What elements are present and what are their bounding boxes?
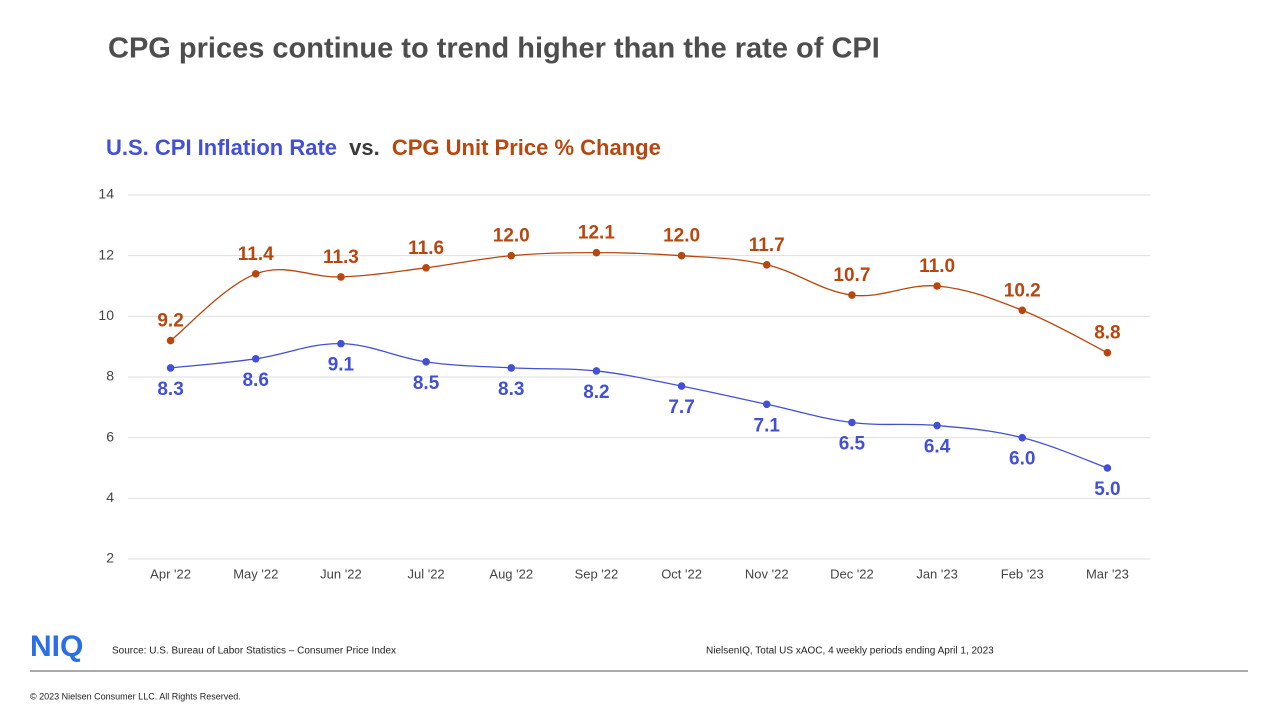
data-label: 8.5	[413, 373, 440, 394]
data-point	[337, 273, 345, 281]
y-tick-label: 14	[98, 186, 114, 202]
legend-entry: U.S. CPI Inflation Rate	[106, 135, 337, 160]
data-point	[337, 339, 345, 348]
data-point	[933, 282, 941, 290]
x-tick-label: Dec '22	[830, 566, 874, 581]
x-tick-label: Sep '22	[575, 566, 619, 581]
plot: 2 4 6 8 10 12 14 Apr '22 May '22 Jun '22 Jul '22 Au…	[98, 186, 1150, 581]
slide-title: CPG prices continue to trend higher than…	[108, 33, 880, 65]
data-point	[166, 336, 175, 345]
x-tick-label: Oct '22	[661, 566, 702, 581]
data-label: 10.2	[1004, 280, 1041, 301]
data-point	[762, 400, 771, 409]
data-label: 11.0	[919, 256, 955, 277]
data-label: 11.7	[749, 235, 785, 256]
y-tick-label: 6	[106, 428, 114, 444]
data-point	[507, 251, 516, 260]
data-label: 10.7	[833, 265, 870, 286]
data-label: 9.2	[157, 311, 183, 332]
data-point	[251, 270, 260, 278]
data-point	[848, 418, 856, 427]
series-line	[170, 251, 1108, 354]
data-label: 12.0	[493, 226, 530, 247]
data-point	[422, 358, 430, 366]
data-label: 7.7	[668, 397, 694, 418]
logo: NIQ	[30, 630, 83, 663]
x-tick-label: May '22	[233, 566, 278, 581]
data-point	[1018, 306, 1027, 315]
data-point	[1103, 464, 1112, 472]
y-tick-label: 4	[106, 489, 114, 505]
x-tick-label: Jul '22	[407, 566, 444, 581]
data-label: 6.5	[839, 434, 866, 455]
series-line	[170, 342, 1108, 469]
data-label: 12.0	[663, 226, 700, 247]
data-label: 8.3	[157, 379, 183, 400]
data-label: 11.4	[238, 244, 274, 265]
data-label: 8.3	[498, 379, 524, 400]
data-point	[933, 421, 941, 430]
data-label: 8.2	[583, 382, 609, 403]
data-label: 8.8	[1094, 323, 1120, 344]
data-point	[592, 367, 601, 375]
y-tick-label: 12	[98, 246, 114, 262]
data-point	[251, 355, 260, 363]
y-tick-label: 8	[106, 368, 114, 384]
legend-entry: CPG Unit Price % Change	[392, 135, 661, 160]
data-point	[848, 291, 856, 299]
x-tick-label: Aug '22	[489, 566, 533, 581]
chart-subtitle: U.S. CPI Inflation Rate vs. CPG Unit Pri…	[106, 135, 661, 160]
data-point	[1018, 433, 1027, 442]
data-point	[677, 251, 686, 260]
data-label: 11.6	[408, 238, 444, 259]
data-point	[1103, 348, 1112, 357]
data-label: 8.6	[243, 370, 269, 391]
data-label: 11.3	[323, 247, 359, 268]
data-label: 12.1	[578, 223, 615, 244]
data-point	[507, 364, 516, 372]
x-tick-label: Jun '22	[320, 566, 362, 581]
data-note: NielsenIQ, Total US xAOC, 4 weekly perio…	[706, 646, 994, 657]
x-tick-label: Jan '23	[916, 566, 958, 581]
data-label: 5.0	[1094, 479, 1120, 500]
data-point	[592, 248, 601, 257]
data-label: 9.1	[328, 355, 355, 376]
data-point	[422, 264, 430, 272]
data-label: 6.0	[1009, 449, 1035, 470]
x-tick-label: Apr '22	[150, 566, 191, 581]
x-tick-label: Mar '23	[1086, 566, 1129, 581]
copyright: © 2023 Nielsen Consumer LLC. All Rights …	[30, 691, 241, 701]
data-point	[762, 260, 771, 269]
data-label: 7.1	[754, 415, 781, 436]
y-tick-label: 2	[106, 550, 114, 566]
data-label: 6.4	[924, 437, 951, 458]
source-note: Source: U.S. Bureau of Labor Statistics …	[112, 646, 396, 657]
x-tick-label: Nov '22	[745, 566, 789, 581]
y-tick-label: 10	[98, 307, 114, 323]
data-point	[166, 364, 175, 372]
x-tick-label: Feb '23	[1001, 566, 1044, 581]
data-point	[677, 382, 686, 390]
subtitle-connector: vs.	[349, 135, 380, 160]
